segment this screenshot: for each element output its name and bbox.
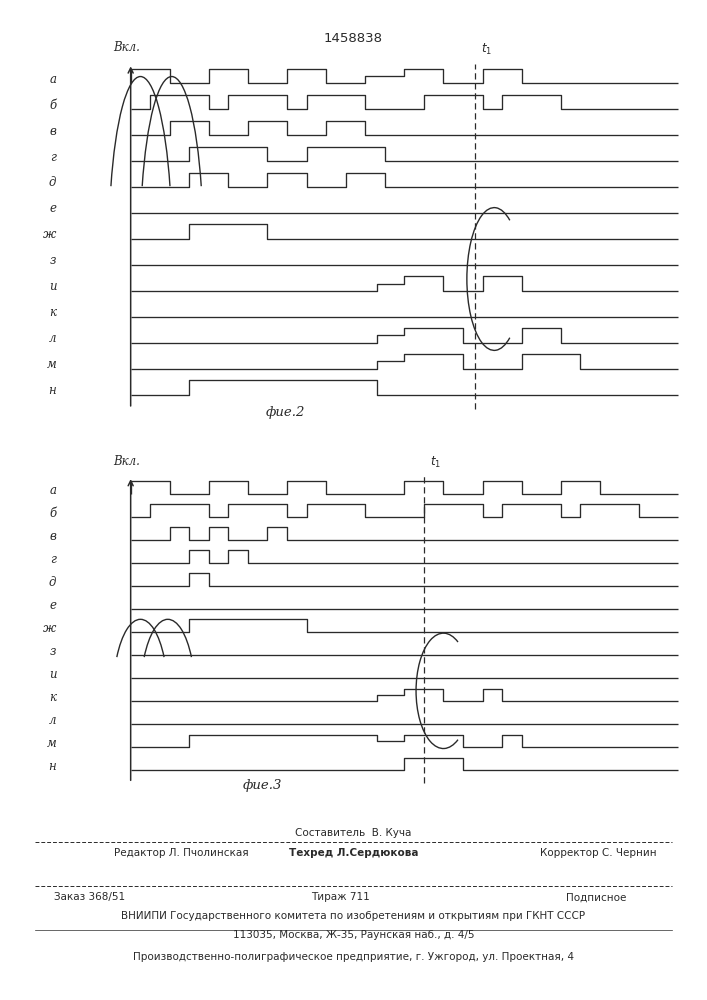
Text: Техред Л.Сердюкова: Техред Л.Сердюкова	[288, 848, 419, 858]
Text: н: н	[49, 760, 57, 773]
Text: з: з	[50, 254, 57, 267]
Text: ж: ж	[43, 228, 57, 241]
Text: фие.3: фие.3	[243, 779, 282, 792]
Text: в: в	[49, 125, 57, 138]
Text: л: л	[49, 332, 57, 345]
Text: л: л	[49, 714, 57, 727]
Text: б: б	[49, 507, 57, 520]
Text: $t_1$: $t_1$	[481, 42, 491, 57]
Text: в: в	[49, 530, 57, 543]
Text: $t_1$: $t_1$	[430, 455, 441, 470]
Text: м: м	[47, 358, 57, 371]
Text: Составитель  В. Куча: Составитель В. Куча	[296, 828, 411, 838]
Text: фие.2: фие.2	[266, 406, 305, 419]
Text: ж: ж	[43, 622, 57, 635]
Text: к: к	[49, 691, 57, 704]
Text: Корректор С. Чернин: Корректор С. Чернин	[539, 848, 656, 858]
Text: 113035, Москва, Ж-35, Раунская наб., д. 4/5: 113035, Москва, Ж-35, Раунская наб., д. …	[233, 930, 474, 940]
Text: Редактор Л. Пчолинская: Редактор Л. Пчолинская	[115, 848, 249, 858]
Text: Производственно-полиграфическое предприятие, г. Ужгород, ул. Проектная, 4: Производственно-полиграфическое предприя…	[133, 952, 574, 962]
Text: а: а	[49, 484, 57, 497]
Text: г: г	[50, 151, 57, 164]
Text: м: м	[47, 737, 57, 750]
Text: г: г	[50, 553, 57, 566]
Text: д: д	[49, 176, 57, 189]
Text: ВНИИПИ Государственного комитета по изобретениям и открытиям при ГКНТ СССР: ВНИИПИ Государственного комитета по изоб…	[122, 911, 585, 921]
Text: б: б	[49, 99, 57, 112]
Text: 1458838: 1458838	[324, 32, 383, 45]
Text: н: н	[49, 384, 57, 397]
Text: з: з	[50, 645, 57, 658]
Text: и: и	[49, 280, 57, 293]
Text: д: д	[49, 576, 57, 589]
Text: к: к	[49, 306, 57, 319]
Text: Тираж 711: Тираж 711	[311, 892, 370, 902]
Text: е: е	[49, 599, 57, 612]
Text: Вкл.: Вкл.	[113, 41, 140, 54]
Text: и: и	[49, 668, 57, 681]
Text: а: а	[49, 73, 57, 86]
Text: Вкл.: Вкл.	[113, 455, 140, 468]
Text: е: е	[49, 202, 57, 215]
Text: Заказ 368/51: Заказ 368/51	[54, 892, 126, 902]
Text: Подписное: Подписное	[566, 892, 626, 902]
